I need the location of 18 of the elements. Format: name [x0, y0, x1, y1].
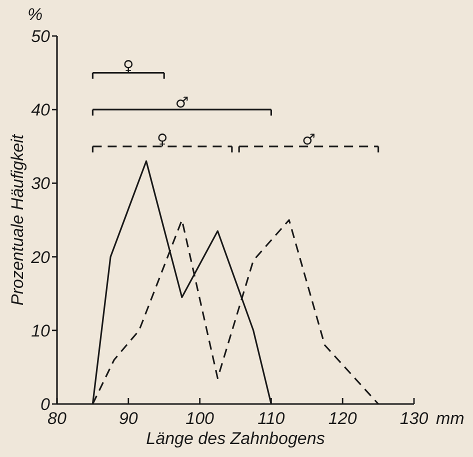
text: % [27, 5, 43, 24]
x-tick-label: 120 [328, 409, 358, 428]
series-label: ♂ [175, 94, 189, 112]
y-tick-label: 50 [31, 27, 51, 46]
text: mm [436, 409, 464, 428]
x-tick-label: 130 [400, 409, 429, 428]
y-tick-label: 30 [31, 174, 51, 194]
x-tick-label: 90 [118, 409, 138, 428]
series-label: ♂ [302, 130, 316, 148]
y-tick-label: 40 [31, 100, 51, 120]
x-tick-label: 100 [186, 409, 215, 428]
y-tick-label: 10 [31, 321, 51, 340]
series-label: ♀ [156, 130, 168, 148]
legend-label: ♀ [122, 56, 134, 75]
y-axis-title: Prozentuale Häufigkeit [8, 133, 27, 306]
x-axis-title: Länge des Zahnbogens [146, 429, 326, 448]
y-tick-label: 20 [30, 248, 51, 267]
x-tick-label: 110 [258, 409, 286, 428]
